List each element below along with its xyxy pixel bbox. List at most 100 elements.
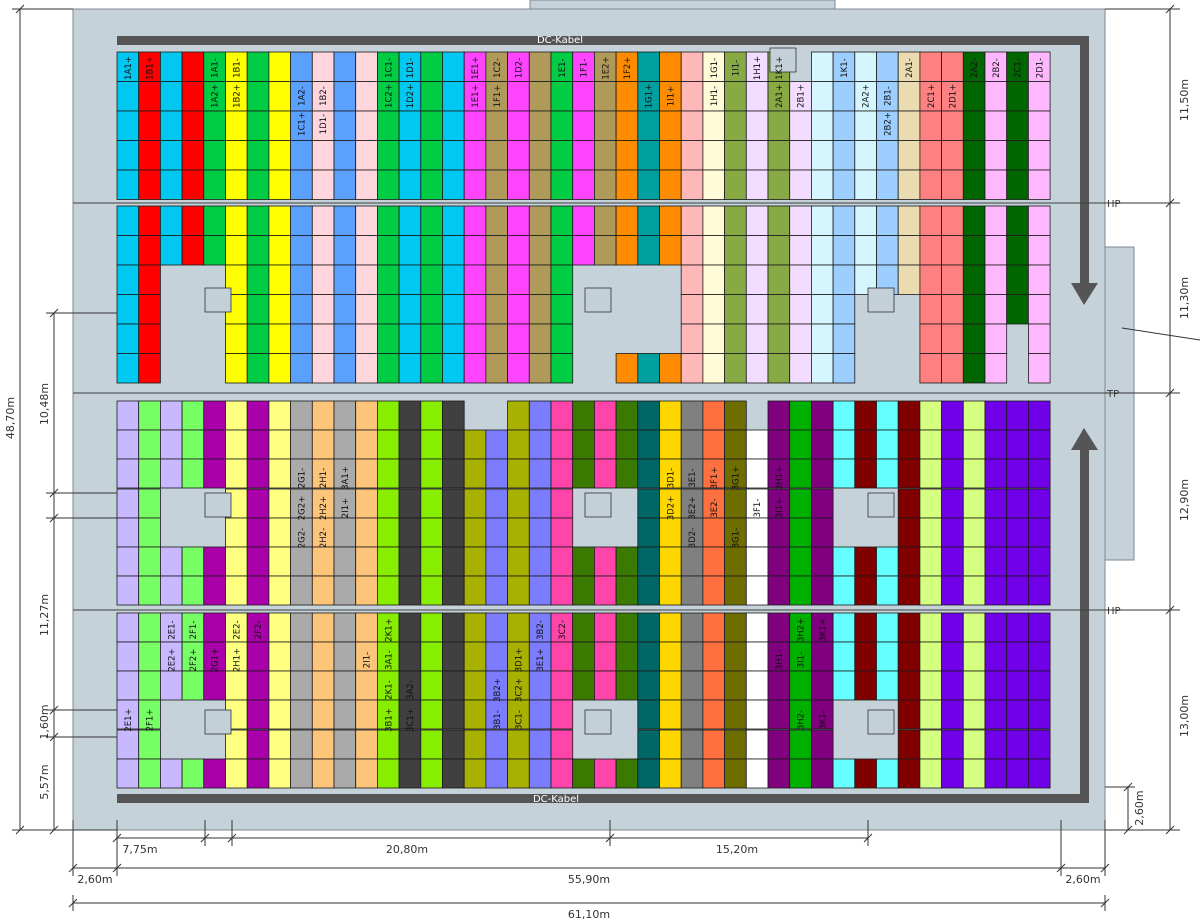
panel-top	[832, 235, 856, 266]
panel-bottom	[1006, 517, 1029, 548]
panel-top	[919, 323, 943, 354]
string-label: 2G1-	[297, 468, 307, 488]
panel-bottom	[876, 575, 899, 606]
panel-top	[876, 235, 899, 266]
panel-bottom	[984, 612, 1008, 643]
string-label: 1H1+	[753, 56, 763, 80]
panel-top	[116, 169, 140, 200]
string-label: 1E2+	[601, 56, 611, 79]
panel-bottom	[398, 575, 422, 606]
panel-bottom	[745, 758, 769, 789]
dimension-line	[227, 833, 237, 843]
panel-bottom	[680, 729, 704, 760]
panel-bottom	[680, 670, 704, 701]
panel-bottom	[268, 488, 291, 519]
panel-top	[919, 140, 943, 171]
panel-top	[876, 169, 899, 200]
panel-bottom	[811, 729, 834, 760]
panel-top	[680, 264, 704, 295]
panel-top	[442, 353, 465, 384]
panel-bottom	[572, 400, 595, 431]
panel-bottom	[311, 429, 335, 460]
panel-top	[659, 110, 682, 141]
panel-top	[767, 140, 791, 171]
panel-bottom	[290, 546, 313, 577]
panel-bottom	[984, 429, 1008, 460]
panel-bottom	[962, 575, 986, 606]
panel-bottom	[724, 612, 747, 643]
panel-top	[246, 51, 270, 82]
panel-top	[659, 205, 682, 236]
panel-top	[159, 205, 183, 236]
panel-bottom	[246, 758, 270, 789]
string-label: 2F2+	[189, 649, 199, 672]
panel-bottom	[702, 517, 726, 548]
panel-bottom	[659, 546, 682, 577]
panel-bottom	[442, 517, 465, 548]
panel-bottom	[897, 612, 921, 643]
panel-bottom	[376, 458, 400, 489]
string-label: 1E1-	[558, 58, 568, 77]
panel-bottom	[442, 641, 465, 672]
panel-top	[594, 235, 617, 266]
panel-bottom	[485, 612, 508, 643]
string-label: 1B1-	[232, 58, 242, 78]
panel-bottom	[181, 546, 205, 577]
panel-top	[290, 264, 313, 295]
panel-top	[420, 235, 443, 266]
string-label: 1G1-	[710, 58, 720, 78]
panel-bottom	[246, 575, 270, 606]
panel-bottom	[854, 758, 877, 789]
building-extension-top	[529, 0, 836, 10]
panel-bottom	[550, 458, 574, 489]
panel-bottom	[355, 670, 378, 701]
panel-bottom	[767, 758, 791, 789]
panel-top	[984, 140, 1008, 171]
panel-top	[789, 294, 812, 325]
panel-bottom	[1006, 429, 1029, 460]
panel-bottom	[246, 517, 270, 548]
panel-top	[941, 110, 964, 141]
panel-top	[594, 140, 617, 171]
string-label: 1E1+	[471, 56, 481, 79]
panel-top	[615, 353, 639, 384]
string-label: 1I1-	[731, 60, 741, 76]
panel-bottom	[1006, 546, 1029, 577]
panel-top	[1028, 81, 1051, 112]
panel-bottom	[941, 729, 964, 760]
panel-top	[442, 110, 465, 141]
panel-bottom	[832, 546, 856, 577]
string-label: 3B2+	[493, 678, 503, 702]
panel-top	[485, 264, 508, 295]
panel-bottom	[919, 400, 943, 431]
panel-top	[962, 353, 986, 384]
panel-bottom	[745, 429, 769, 460]
panel-bottom	[420, 699, 443, 730]
panel-bottom	[572, 758, 595, 789]
string-label: 1C2-	[493, 58, 503, 78]
panel-top	[680, 169, 704, 200]
dimension-line	[49, 705, 59, 715]
dimension-line	[49, 308, 59, 318]
panel-top	[246, 264, 270, 295]
panel-top	[724, 169, 747, 200]
panel-top	[789, 323, 812, 354]
panel-bottom	[442, 575, 465, 606]
panel-top	[203, 235, 226, 266]
string-label: 2H2+	[319, 496, 329, 520]
panel-top	[442, 51, 465, 82]
roof-obstacles	[204, 47, 895, 735]
panel-bottom	[637, 429, 660, 460]
panel-top	[355, 140, 378, 171]
panel-bottom	[181, 429, 205, 460]
panel-bottom	[702, 670, 726, 701]
panel-top	[507, 264, 530, 295]
panel-bottom	[941, 488, 964, 519]
panel-bottom	[876, 400, 899, 431]
panel-bottom	[138, 400, 161, 431]
panel-bottom	[854, 670, 877, 701]
string-label: 1G1+	[645, 84, 655, 109]
panel-bottom	[572, 641, 595, 672]
panel-top	[225, 205, 248, 236]
panel-top	[724, 294, 747, 325]
